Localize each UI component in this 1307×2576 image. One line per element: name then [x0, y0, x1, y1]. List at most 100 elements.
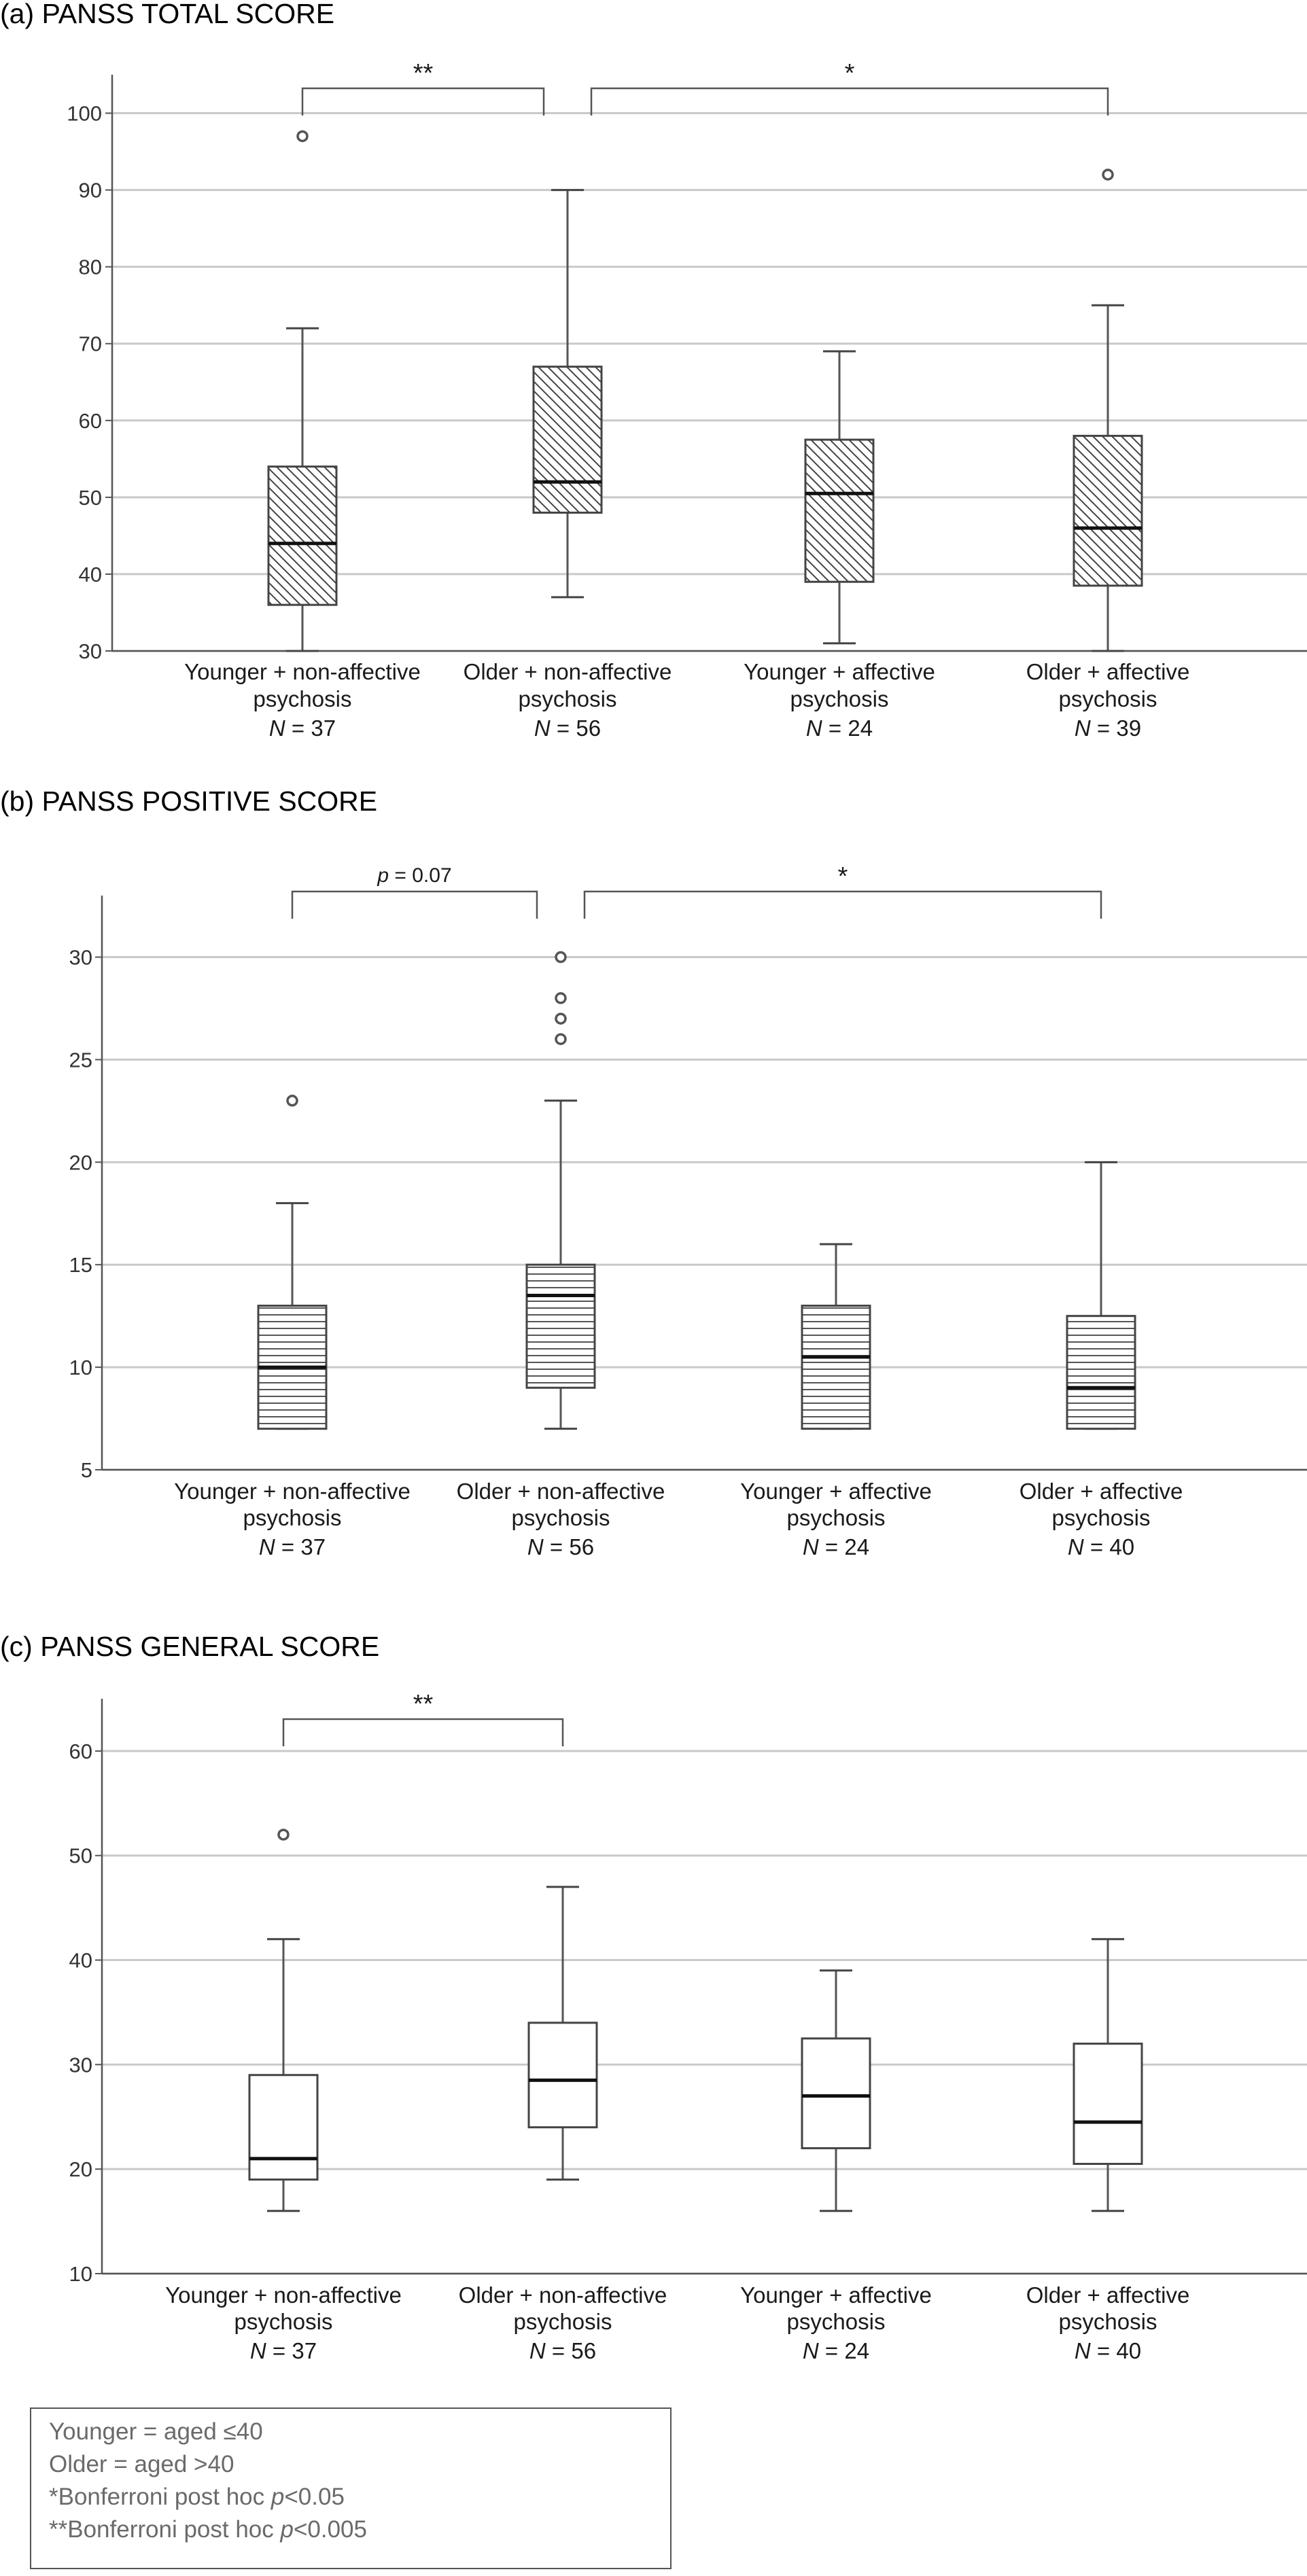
category-label-line1: Older + non-affective — [457, 1479, 665, 1504]
sample-size-label: N = 56 — [529, 2338, 596, 2363]
iqr-box — [801, 2037, 871, 2149]
bracket-label: * — [845, 59, 855, 88]
y-tick-label: 50 — [79, 486, 102, 510]
category-label-line2: psychosis — [787, 2309, 886, 2334]
sample-size-n: N — [259, 1534, 275, 1559]
bracket-line — [301, 87, 545, 116]
y-tick-label: 30 — [69, 2053, 92, 2077]
iqr-box — [1073, 434, 1143, 587]
bracket-line — [291, 890, 538, 919]
category-label-line1: Older + affective — [1020, 1479, 1183, 1504]
sample-size-label: N = 56 — [534, 716, 601, 741]
iqr-box — [248, 2074, 319, 2181]
category-label-line1: Older + non-affective — [459, 2282, 667, 2308]
y-tick-label: 15 — [69, 1253, 92, 1277]
y-tick-label: 30 — [69, 946, 92, 970]
category-label-line2: psychosis — [1059, 2309, 1157, 2334]
significance-bracket-2: * — [590, 59, 1109, 116]
significance-bracket-1: ** — [301, 59, 545, 116]
bracket-line — [282, 1718, 564, 1746]
sample-size-label: N = 24 — [803, 1534, 869, 1559]
iqr-box — [532, 366, 603, 514]
outlier-point — [555, 1033, 567, 1045]
bracket-label: ** — [413, 59, 434, 88]
y-tick-label: 25 — [69, 1048, 92, 1072]
panel-title: (b) PANSS POSITIVE SCORE — [0, 786, 377, 817]
category-label-line2: psychosis — [787, 1505, 886, 1530]
category-label-line1: Older + affective — [1026, 2282, 1190, 2308]
sample-size-label: N = 24 — [803, 2338, 869, 2363]
bracket-label: * — [838, 862, 848, 891]
sample-size-label: N = 24 — [806, 716, 873, 741]
y-tick-label: 90 — [79, 179, 102, 202]
panel-1: (a) PANSS TOTAL SCORE 30 40 50 60 70 80 90 100 Yo… — [0, 0, 1307, 741]
category-label-line1: Younger + non-affective — [174, 1479, 411, 1504]
outlier-point — [277, 1829, 290, 1841]
y-tick-label: 40 — [79, 563, 102, 586]
category-label-line1: Younger + non-affective — [165, 2282, 402, 2308]
category-label-line1: Older + affective — [1026, 659, 1190, 684]
sample-size-n: N — [1075, 716, 1091, 741]
y-tick-label: 30 — [79, 639, 102, 663]
iqr-box — [267, 465, 338, 606]
bracket-label-value: = 0.07 — [389, 864, 452, 887]
legend-younger: Younger = aged ≤40 — [49, 2418, 263, 2445]
y-tick-label: 5 — [81, 1458, 92, 1482]
category-label-line1: Younger + affective — [740, 1479, 932, 1504]
sample-size-n: N — [806, 716, 822, 741]
sample-size-n: N — [803, 2338, 819, 2363]
y-tick-label: 10 — [69, 1356, 92, 1379]
sample-size-n: N — [250, 2338, 266, 2363]
sample-size-value: = 56 — [551, 716, 601, 741]
category-label-line2: psychosis — [254, 686, 352, 711]
sample-size-value: = 37 — [266, 2338, 317, 2363]
sample-size-label: N = 56 — [527, 1534, 594, 1559]
y-tick-label: 50 — [69, 1844, 92, 1868]
bracket-line — [583, 890, 1102, 919]
outlier-point — [555, 1012, 567, 1025]
bracket-line — [590, 87, 1109, 116]
sample-size-value: = 37 — [285, 716, 336, 741]
category-label-line2: psychosis — [243, 1505, 342, 1530]
bracket-label: ** — [413, 1690, 434, 1718]
category-label-line1: Younger + affective — [740, 2282, 932, 2308]
category-label-line2: psychosis — [514, 2309, 612, 2334]
panel-title: (c) PANSS GENERAL SCORE — [0, 1631, 379, 1662]
significance-bracket-2: * — [583, 862, 1102, 919]
outlier-point — [555, 992, 567, 1004]
sample-size-value: = 40 — [1084, 1534, 1134, 1559]
y-tick-label: 10 — [69, 2262, 92, 2286]
sample-size-n: N — [1075, 2338, 1091, 2363]
sample-size-label: N = 39 — [1075, 716, 1141, 741]
sample-size-n: N — [803, 1534, 819, 1559]
category-label-line1: Younger + non-affective — [184, 659, 421, 684]
outlier-point — [1102, 169, 1114, 181]
panel-3: (c) PANSS GENERAL SCORE 10 20 30 40 50 60 Young… — [0, 1631, 1307, 2363]
category-label-line1: Younger + affective — [744, 659, 935, 684]
iqr-box — [527, 2022, 598, 2129]
sample-size-n: N — [529, 2338, 546, 2363]
sample-size-label: N = 40 — [1075, 2338, 1141, 2363]
legend-double-star: **Bonferroni post hoc p<0.005 — [49, 2516, 367, 2543]
y-tick-label: 60 — [69, 1740, 92, 1763]
y-tick-label: 60 — [79, 409, 102, 433]
sample-size-value: = 24 — [822, 716, 873, 741]
significance-bracket-1: ** — [282, 1690, 564, 1746]
sample-size-value: = 37 — [275, 1534, 326, 1559]
iqr-box — [1073, 2043, 1143, 2165]
significance-bracket-1: p = 0.07 — [291, 864, 538, 919]
panels-root: (a) PANSS TOTAL SCORE 30 40 50 60 70 80 90 100 Yo… — [0, 0, 1307, 2363]
category-label-line2: psychosis — [1052, 1505, 1151, 1530]
category-label-line2: psychosis — [512, 1505, 610, 1530]
